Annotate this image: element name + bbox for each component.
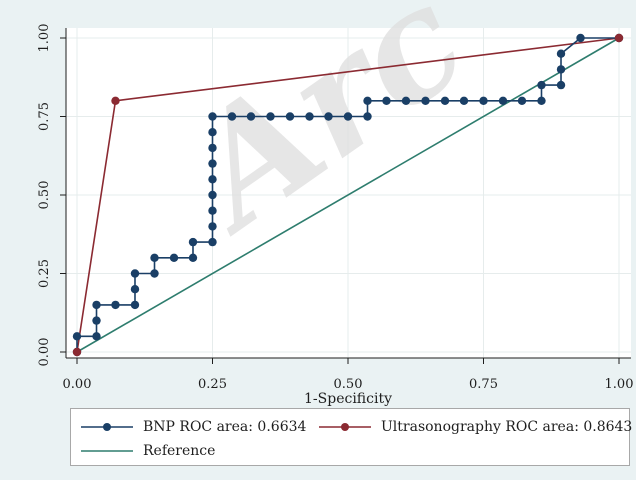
y-tick-label: 0.00 [37, 338, 52, 367]
legend-swatch-reference [81, 450, 133, 452]
x-tick-label: 1.00 [605, 377, 634, 392]
series-0-point [111, 300, 120, 310]
series-0-point [208, 143, 217, 153]
series-0-point [498, 96, 508, 106]
series-0-point [208, 190, 217, 200]
series-0-point [517, 96, 527, 106]
series-0-point [208, 112, 217, 121]
x-tick-label: 0.00 [63, 377, 92, 392]
series-0-point [208, 128, 217, 137]
series-0-point [150, 269, 159, 278]
legend-item-reference: Reference [79, 441, 215, 461]
series-1-point [111, 96, 120, 106]
x-tick-label: 0.25 [198, 377, 227, 392]
series-0-point [576, 33, 585, 43]
series-0-point [479, 96, 488, 106]
x-axis-title: 1-Specificity [304, 391, 392, 407]
series-0-point [208, 237, 217, 247]
legend-label-reference: Reference [143, 443, 216, 459]
series-0-point [227, 112, 237, 121]
series-0-point [130, 269, 140, 278]
series-0-point [556, 65, 566, 74]
series-0-point [537, 96, 546, 106]
series-0-point [459, 96, 469, 106]
series-0-point [208, 159, 217, 168]
x-tick-label: 0.75 [469, 377, 498, 392]
legend-item-ultrasonography: Ultrasonography ROC area: 0.8643 [317, 417, 632, 437]
series-0-point [343, 112, 353, 121]
series-0-point [188, 237, 198, 247]
series-0-point [421, 96, 430, 106]
series-0-point [208, 206, 217, 215]
series-line-2 [76, 37, 620, 353]
legend-label-bnp: BNP ROC area: 0.6634 [143, 419, 307, 435]
plot-svg: Arc 0.000.250.500.751.000.00 0.25 0.50 0.75… [37, 0, 633, 407]
series-0-point [537, 80, 546, 90]
series-0-point [285, 112, 295, 121]
series-0-point [92, 332, 101, 341]
series-0-point [556, 80, 566, 90]
series-0-point [266, 112, 275, 121]
series-0-point [401, 96, 411, 106]
y-tick-label: 0.25 [37, 259, 52, 288]
series-0-point [169, 253, 179, 262]
series-0-point [72, 332, 82, 341]
y-tick-label: 1.00 [37, 24, 52, 53]
series-0-point [92, 300, 101, 310]
series-0-point [382, 96, 391, 106]
series-1-point [72, 347, 82, 357]
y-tick-label: 0.75 [37, 102, 52, 131]
series-0-point [130, 300, 140, 310]
series-0-point [92, 316, 101, 325]
series-0-point [324, 112, 333, 121]
series-0-point [246, 112, 256, 121]
axis-layer: 0.00 0.25 0.50 0.75 1.00 0.00 0.25 0.50 0.75 1.00 [37, 24, 633, 392]
series-0-point [363, 96, 372, 106]
series-0-point [556, 49, 566, 58]
series-0-point [208, 222, 217, 231]
series-0-point [208, 175, 217, 184]
x-tick-label: 0.50 [334, 377, 363, 392]
series-0-point [130, 285, 140, 294]
legend: BNP ROC area: 0.6634 Ultrasonography ROC… [70, 408, 632, 466]
y-tick-label: 0.50 [37, 181, 52, 210]
series-0-point [440, 96, 450, 106]
legend-swatch-bnp [81, 423, 133, 431]
series-1-point [614, 33, 624, 43]
legend-swatch-ultrasonography [319, 423, 371, 431]
series-0-point [305, 112, 314, 121]
series-0-point [188, 253, 198, 262]
series-0-point [363, 112, 372, 121]
series-0-point [150, 253, 159, 262]
marker-layer [72, 33, 624, 357]
legend-label-ultrasonography: Ultrasonography ROC area: 0.8643 [381, 419, 633, 435]
legend-item-bnp: BNP ROC area: 0.6634 [79, 417, 306, 437]
